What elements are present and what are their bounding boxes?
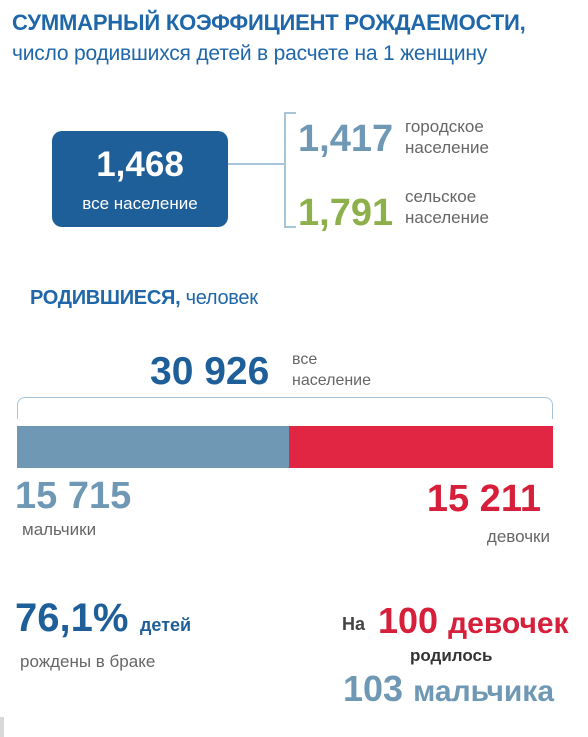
boys-count-label: мальчики (22, 520, 97, 539)
births-title: РОДИВШИЕСЯ, человек (30, 287, 258, 310)
urban-fertility-value: 1,417 (298, 118, 394, 160)
rural-label-line1: сельское (405, 187, 477, 206)
births-total-value: 30 926 (150, 350, 270, 393)
rural-fertility-label: сельское население (405, 186, 489, 228)
urban-label-line1: городское (405, 117, 484, 136)
rural-label-line2: население (405, 208, 489, 227)
sex-ratio-girls-number: 100 (378, 600, 439, 641)
married-percent-value: 76,1% (15, 596, 129, 640)
sex-ratio-boys: 103 мальчика (343, 668, 554, 710)
fertility-title: СУММАРНЫЙ КОЭФФИЦИЕНТ РОЖДАЕМОСТИ, (12, 10, 526, 35)
girls-count-value: 15 211 (426, 478, 541, 520)
births-total-label-line1: все (292, 351, 318, 368)
births-title-normal: человек (180, 287, 258, 309)
connector-horizontal (228, 163, 284, 165)
births-split-bar (17, 426, 553, 468)
fertility-subtitle: число родившихся детей в расчете на 1 же… (12, 42, 488, 65)
sex-ratio-born: родилось (410, 646, 493, 665)
total-fertility-box (52, 131, 228, 227)
boys-count-value: 15 715 (15, 475, 132, 517)
sex-ratio-boys-word: мальчика (413, 675, 554, 708)
sex-ratio-prefix: На (342, 614, 366, 634)
births-title-bold: РОДИВШИЕСЯ, (30, 287, 181, 309)
births-bracket (17, 397, 553, 419)
married-percent-word: детей (140, 615, 192, 635)
married-percent-label: рождены в браке (20, 652, 156, 671)
sex-ratio-boys-number: 103 (343, 668, 404, 709)
boys-bar-segment (17, 426, 289, 468)
total-fertility-label: все население (82, 194, 198, 213)
connector-urban (284, 112, 296, 114)
sex-ratio-girls-word: девочек (448, 607, 569, 640)
girls-bar-segment (289, 426, 553, 468)
girls-count-label: девочки (486, 527, 550, 546)
births-total-label: все население (292, 349, 371, 391)
connector-vertical (284, 112, 286, 228)
sex-ratio-girls: 100 девочек (378, 600, 569, 642)
total-fertility-value: 1,468 (96, 145, 184, 184)
urban-fertility-label: городское население (405, 116, 489, 158)
rural-fertility-value: 1,791 (298, 192, 394, 234)
connector-rural (284, 226, 296, 228)
births-total-label-line2: население (292, 372, 372, 389)
edge-mark (0, 717, 4, 737)
urban-label-line2: население (405, 138, 489, 157)
